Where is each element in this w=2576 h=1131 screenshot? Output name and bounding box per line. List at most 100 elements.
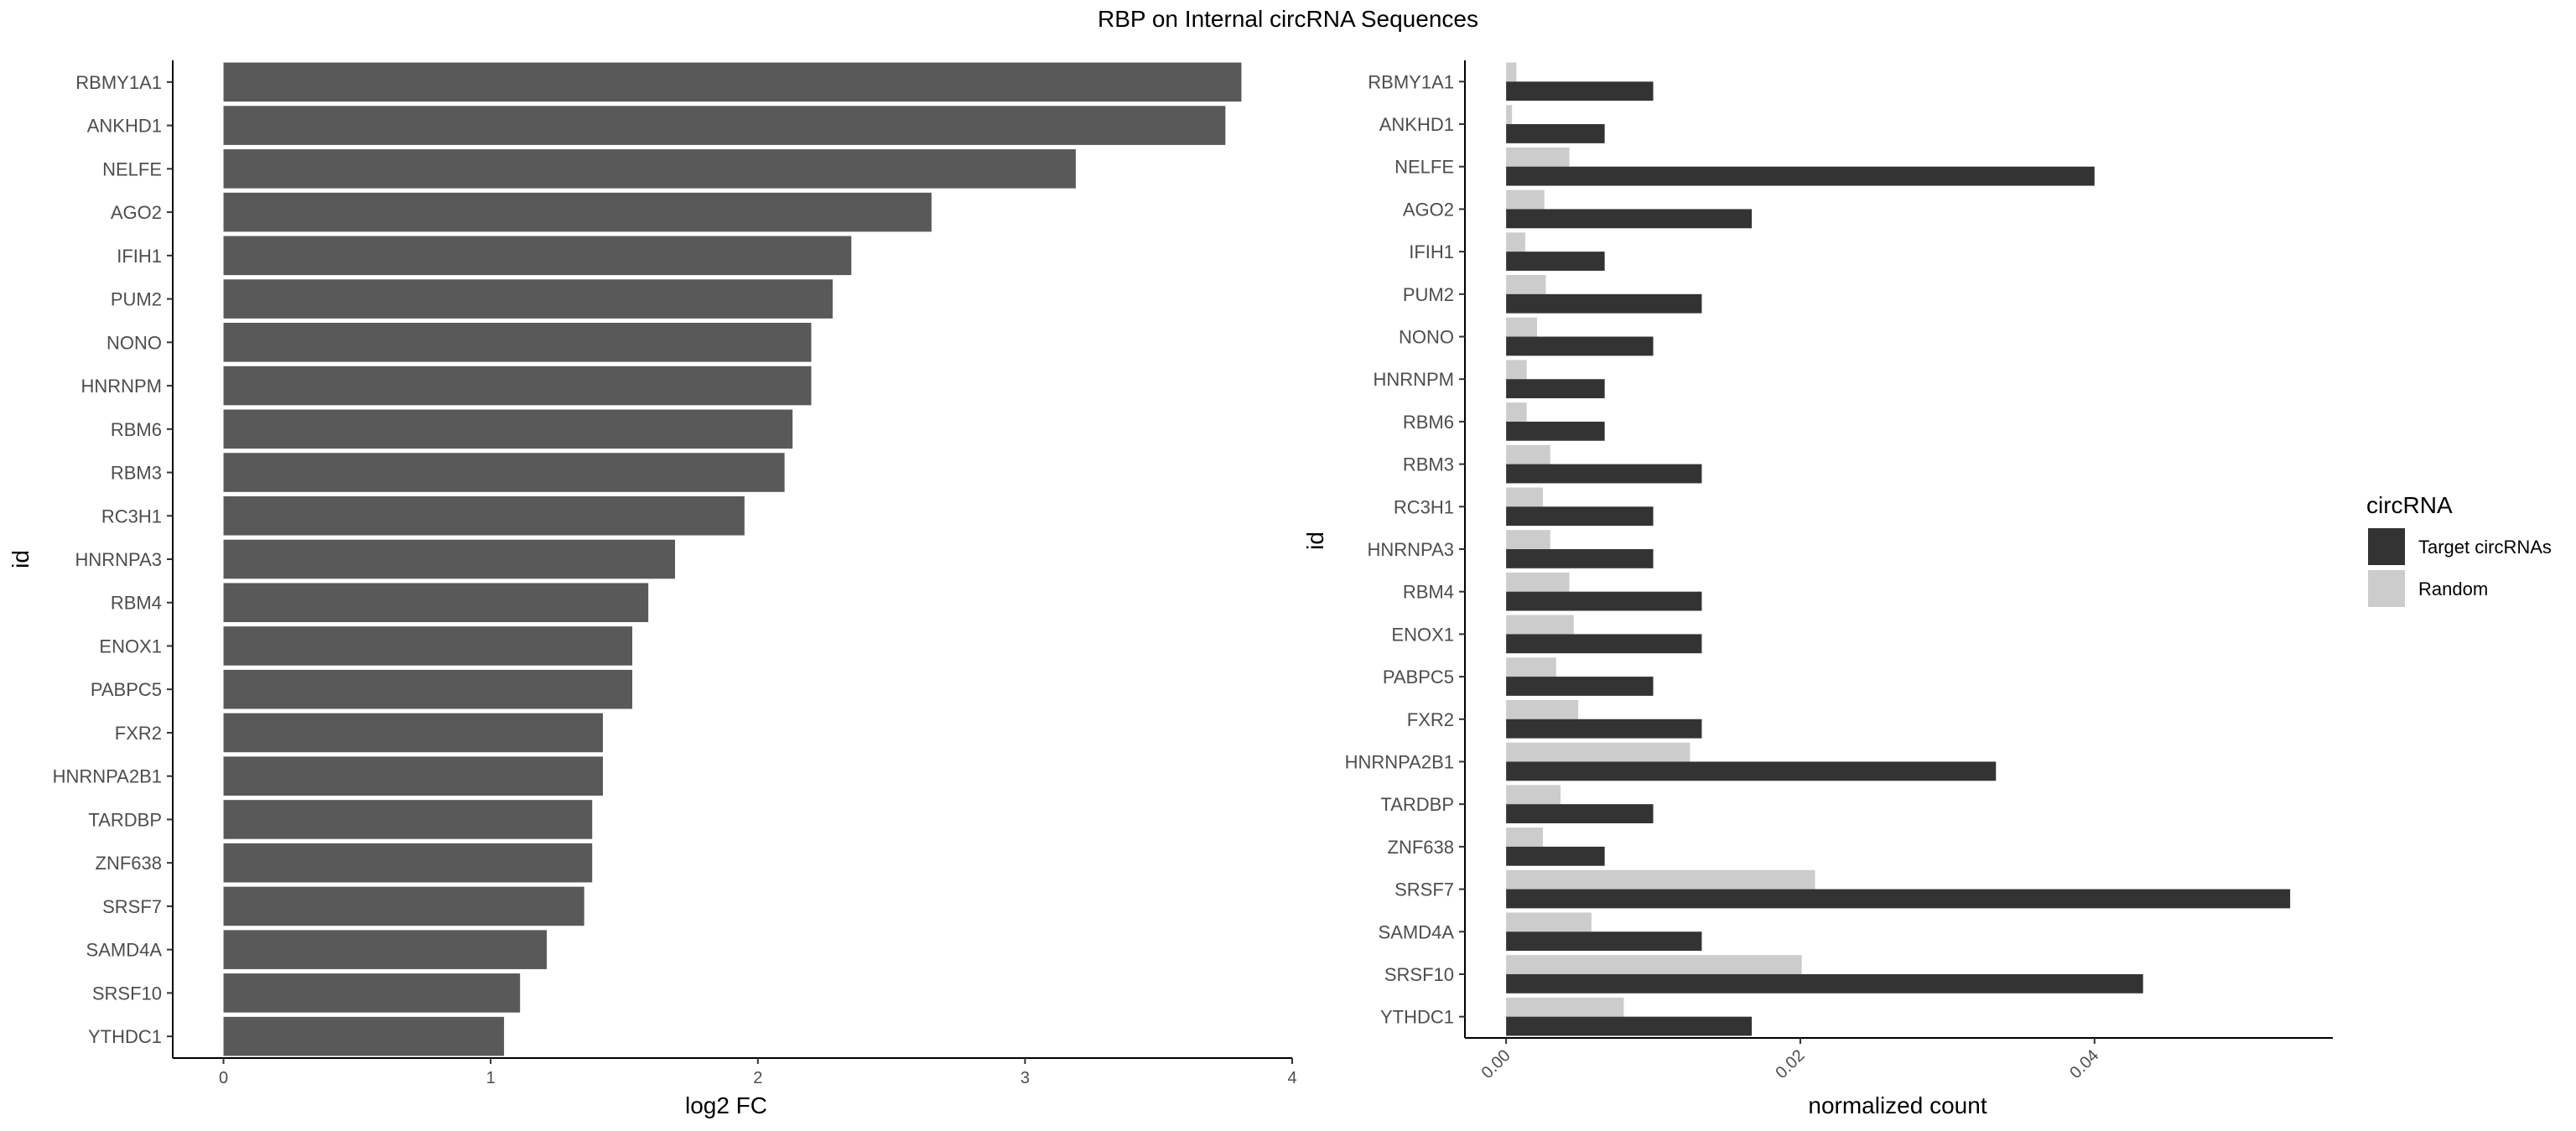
bar-target-ythdc1 (1506, 1016, 1753, 1036)
right-y-axis-title: id (1302, 532, 1328, 550)
bar-target-rbmy1a1 (1506, 81, 1654, 101)
x-tick-label: 1 (486, 1069, 496, 1087)
bar-target-srsf10 (1506, 973, 2143, 994)
y-tick-label: IFIH1 (117, 246, 162, 267)
bar-random-nono (1506, 317, 1537, 337)
y-tick-label: SAMD4A (86, 940, 163, 961)
y-tick-label: PUM2 (111, 289, 162, 310)
y-tick-label: ZNF638 (96, 853, 162, 874)
bar-log2fc-rbmy1a1 (223, 62, 1242, 102)
legend-title: circRNA (2366, 492, 2453, 518)
bar-target-ago2 (1506, 209, 1753, 229)
bar-random-rbmy1a1 (1506, 62, 1517, 82)
bar-log2fc-nono (223, 323, 812, 362)
bar-target-hnrnpa3 (1506, 549, 1654, 568)
bar-log2fc-rbm6 (223, 409, 793, 449)
x-tick-label: 2 (753, 1069, 762, 1087)
bar-random-rbm4 (1506, 572, 1570, 592)
y-tick-label: TARDBP (88, 809, 162, 830)
bar-random-srsf7 (1506, 869, 1815, 890)
x-tick-label: 0 (219, 1069, 228, 1087)
bar-random-ythdc1 (1506, 997, 1624, 1017)
bar-random-srsf10 (1506, 955, 1802, 974)
bar-random-hnrnpm (1506, 360, 1527, 380)
y-tick-label: HNRNPA2B1 (53, 766, 162, 787)
y-tick-label: HNRNPA2B1 (1345, 751, 1454, 772)
bar-target-znf638 (1506, 846, 1605, 866)
bar-random-hnrnpa2b1 (1506, 742, 1690, 762)
bar-log2fc-rc3h1 (223, 495, 745, 536)
left-y-axis-title: id (8, 550, 34, 568)
bar-target-ifih1 (1506, 252, 1605, 271)
y-tick-label: RBMY1A1 (1368, 71, 1454, 92)
bar-random-enox1 (1506, 615, 1574, 635)
bar-target-nelfe (1506, 166, 2095, 186)
x-tick-label: 0.02 (1772, 1046, 1808, 1082)
bar-log2fc-ago2 (223, 192, 932, 232)
y-tick-label: IFIH1 (1409, 241, 1454, 262)
y-tick-label: HNRNPA3 (1367, 539, 1454, 560)
y-tick-label: AGO2 (111, 202, 162, 223)
bar-random-tardbp (1506, 785, 1561, 805)
y-tick-label: AGO2 (1403, 199, 1454, 220)
bar-random-samd4a (1506, 912, 1592, 932)
bar-log2fc-ifih1 (223, 236, 852, 276)
bar-random-rbm6 (1506, 402, 1527, 422)
left-bars-group (223, 62, 1242, 1056)
bar-target-rc3h1 (1506, 506, 1654, 527)
bar-target-srsf7 (1506, 889, 2291, 909)
bar-log2fc-srsf10 (223, 973, 521, 1013)
bar-log2fc-hnrnpa3 (223, 539, 675, 579)
y-tick-label: PABPC5 (91, 679, 162, 700)
y-tick-label: NONO (1399, 327, 1454, 348)
bar-target-rbm3 (1506, 464, 1702, 484)
x-tick-label: 0.00 (1478, 1046, 1514, 1082)
bar-target-pabpc5 (1506, 677, 1654, 696)
y-tick-label: RBM4 (1403, 582, 1454, 603)
bar-target-samd4a (1506, 931, 1702, 952)
bar-log2fc-pabpc5 (223, 669, 633, 709)
bar-target-hnrnpm (1506, 379, 1605, 399)
bar-target-nono (1506, 336, 1654, 356)
y-tick-label: NELFE (102, 158, 162, 179)
bar-random-ankhd1 (1506, 105, 1513, 125)
y-tick-label: NELFE (1394, 157, 1454, 178)
y-tick-label: RBMY1A1 (75, 72, 162, 93)
legend-swatch-random (2368, 570, 2405, 607)
y-tick-label: PUM2 (1403, 284, 1454, 305)
y-tick-label: YTHDC1 (88, 1026, 162, 1047)
bar-random-rbm3 (1506, 444, 1550, 464)
bar-target-hnrnpa2b1 (1506, 761, 1997, 781)
bar-log2fc-pum2 (223, 279, 833, 319)
y-tick-label: ZNF638 (1388, 837, 1454, 858)
y-tick-label: RBM3 (1403, 454, 1454, 475)
bar-log2fc-hnrnpa2b1 (223, 756, 603, 796)
bar-log2fc-fxr2 (223, 713, 603, 753)
bar-log2fc-samd4a (223, 930, 548, 969)
bar-log2fc-hnrnpm (223, 366, 812, 406)
legend-swatch-target (2368, 528, 2405, 565)
bar-target-tardbp (1506, 804, 1654, 823)
y-tick-label: RBM3 (111, 463, 162, 484)
y-tick-label: SRSF7 (102, 896, 162, 917)
bar-target-pum2 (1506, 293, 1702, 314)
bar-random-pabpc5 (1506, 657, 1556, 677)
bar-random-fxr2 (1506, 699, 1579, 719)
left-y-tick-labels: RBMY1A1 ANKHD1 NELFE AGO2 IFIH1 PUM2 NONO HNRNP… (53, 72, 173, 1047)
bar-target-ankhd1 (1506, 124, 1605, 143)
bar-log2fc-znf638 (223, 843, 593, 883)
y-tick-label: HNRNPM (1373, 369, 1454, 390)
y-tick-label: SRSF10 (1384, 964, 1454, 985)
y-tick-label: RBM6 (111, 419, 162, 440)
bar-random-rc3h1 (1506, 487, 1543, 507)
bar-log2fc-rbm3 (223, 453, 785, 492)
y-tick-label: HNRNPA3 (75, 549, 162, 570)
right-panel: RBMY1A1 ANKHD1 NELFE AGO2 IFIH1 PUM2 NONO HNRNP… (1302, 60, 2333, 1118)
bar-target-rbm4 (1506, 591, 1702, 611)
bar-log2fc-nelfe (223, 149, 1076, 189)
right-y-tick-labels: RBMY1A1 ANKHD1 NELFE AGO2 IFIH1 PUM2 NONO HNRNP… (1345, 71, 1465, 1028)
y-tick-label: NONO (106, 332, 162, 353)
left-x-axis-title: log2 FC (685, 1092, 767, 1118)
